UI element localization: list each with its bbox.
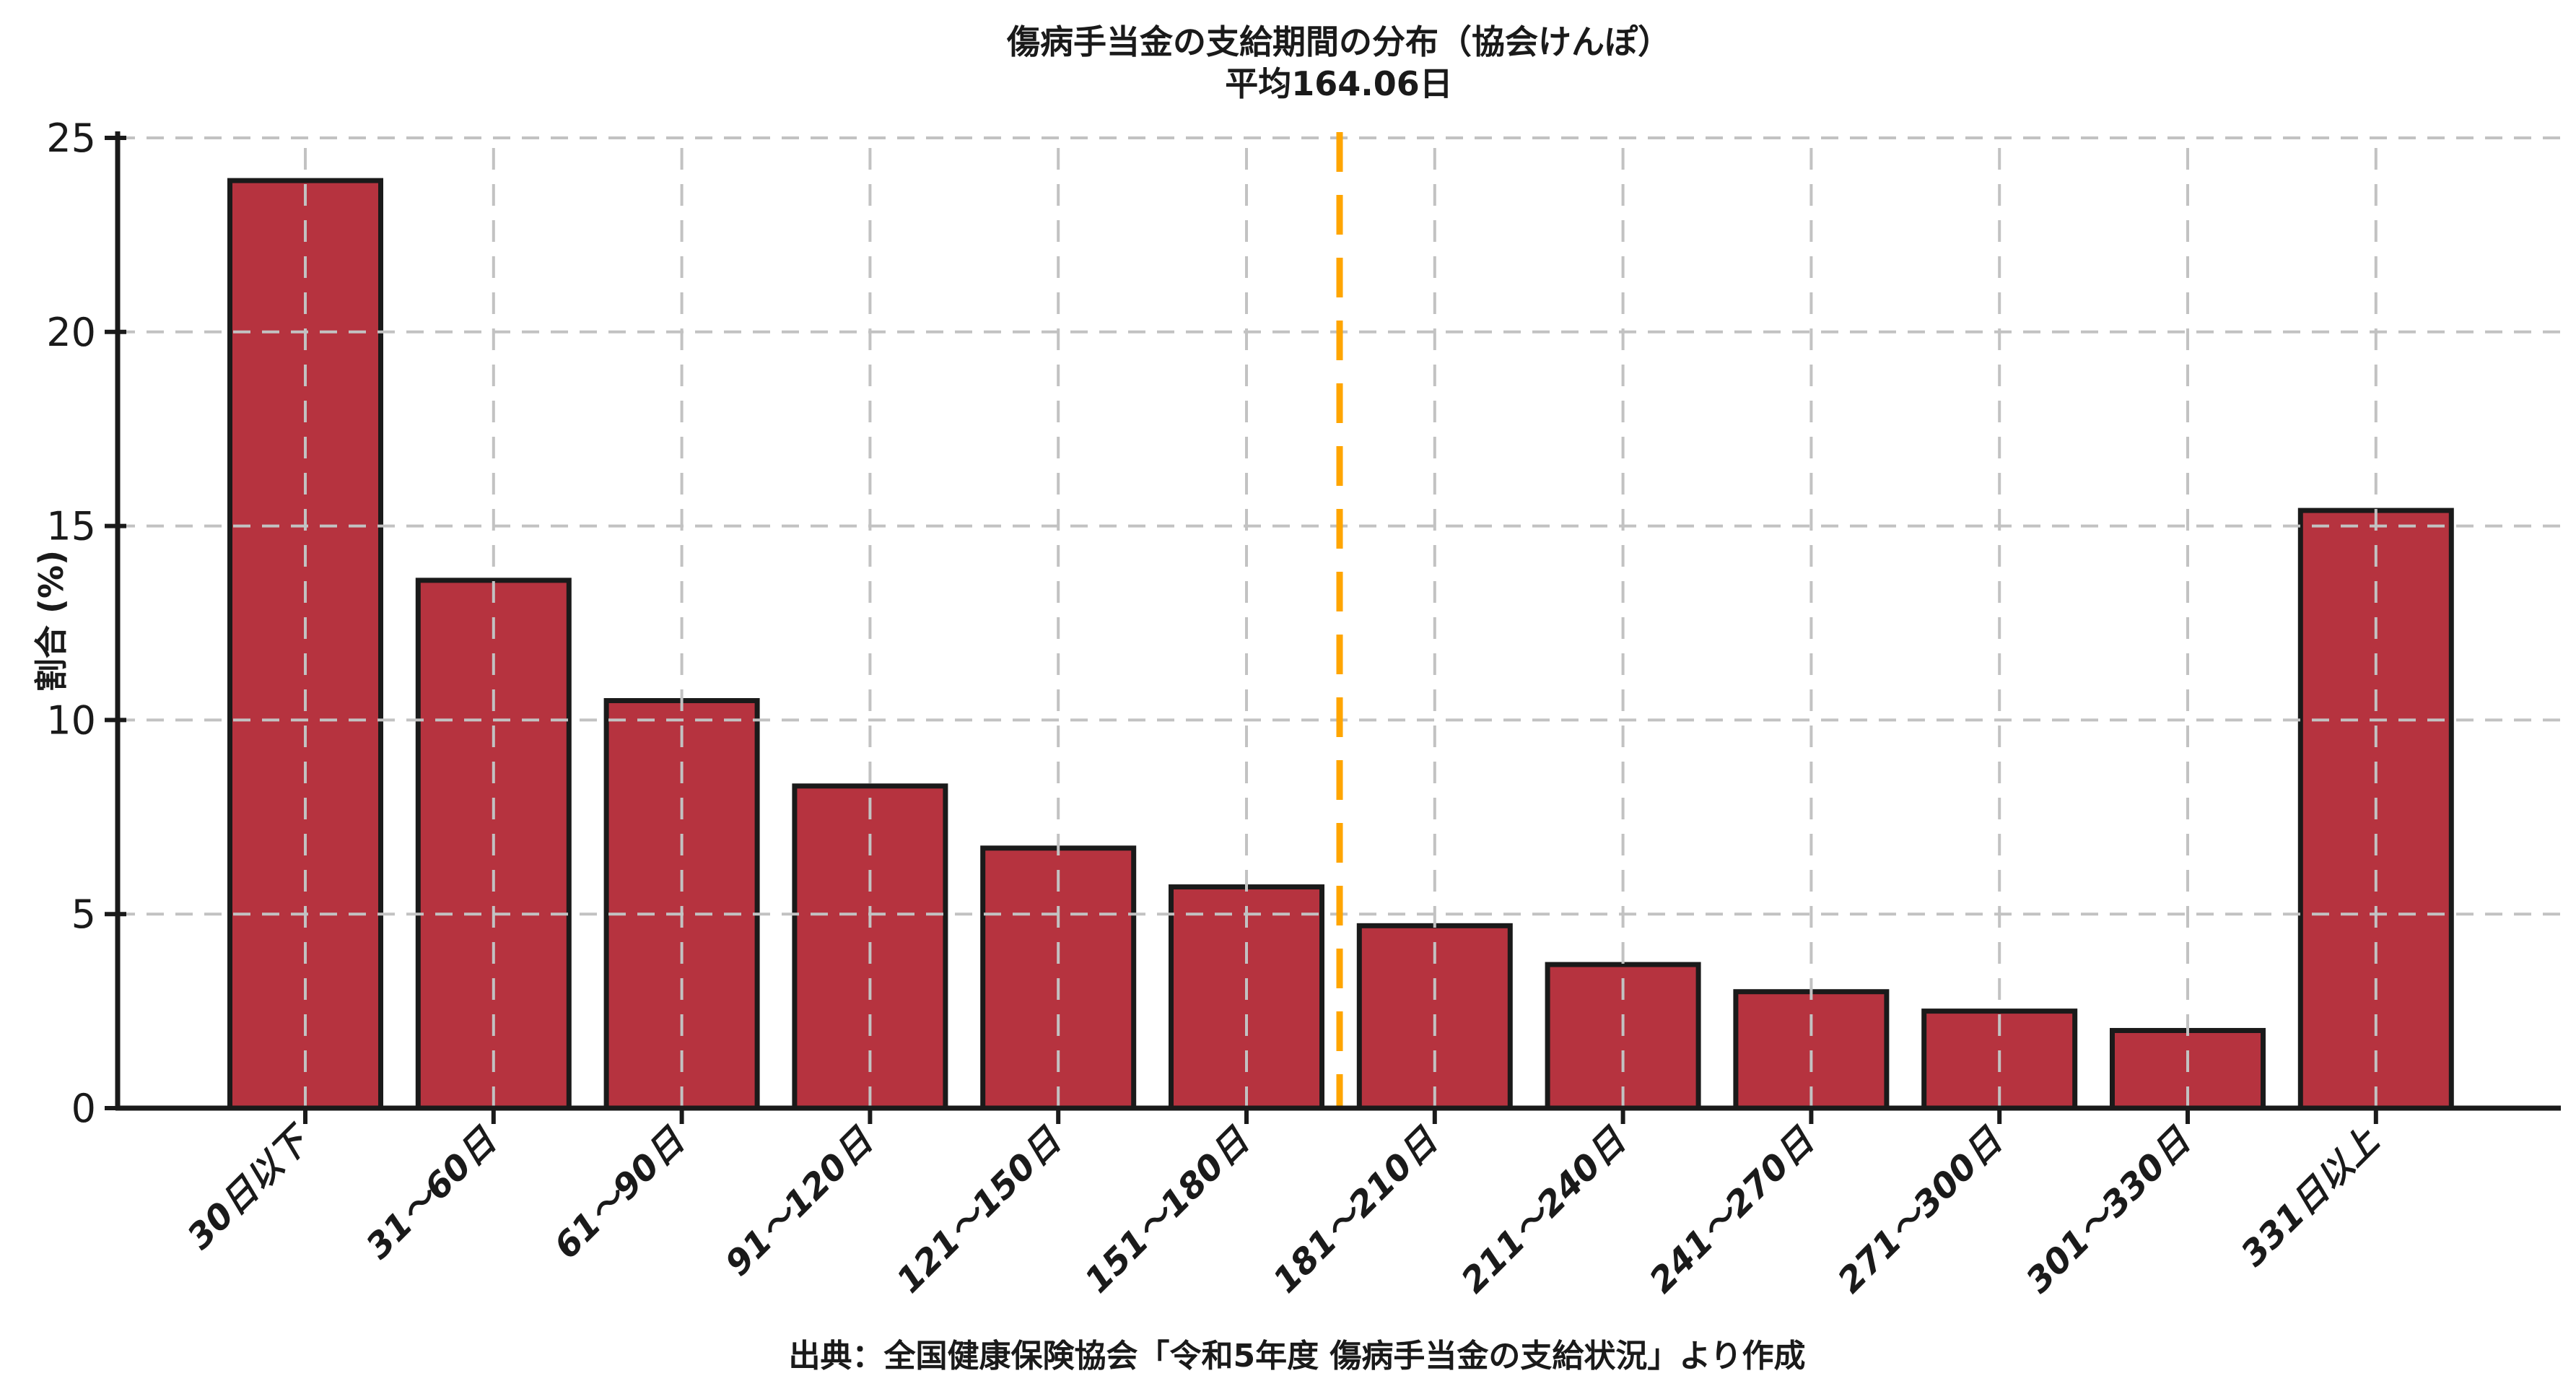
x-tick-label: 181～210日 [1265,1120,1446,1301]
y-axis-label: 割合 (%) [32,549,71,692]
x-tick-label: 211～240日 [1454,1120,1635,1301]
x-tick-label: 121～150日 [888,1120,1070,1301]
y-tick-label: 15 [46,504,96,549]
y-tick-label: 0 [71,1086,96,1131]
x-tick-label: 271～300日 [1830,1120,2011,1301]
x-tick-label: 241～270日 [1642,1120,1823,1301]
chart-title: 傷病手当金の支給期間の分布（協会けんぽ） [1007,22,1671,61]
x-tick-label: 151～180日 [1077,1120,1258,1301]
x-tick-label: 61～90日 [546,1120,694,1267]
y-tick-label: 20 [46,310,96,355]
y-tick-label: 10 [46,697,96,743]
y-tick-label: 25 [46,116,96,161]
chart-subtitle: 平均164.06日 [1225,64,1453,103]
x-tick-label: 91～120日 [717,1120,882,1284]
x-tick-label: 301～330日 [2018,1120,2199,1301]
x-tick-label: 31～60日 [358,1120,505,1267]
y-tick-label: 5 [71,892,96,937]
source-note: 出典：全国健康保険協会「令和5年度 傷病手当金の支給状況」より作成 [788,1338,1806,1375]
x-tick-label: 331日以上 [2233,1120,2388,1274]
bar [227,178,383,1111]
x-tick-label: 30日以下 [180,1117,320,1257]
